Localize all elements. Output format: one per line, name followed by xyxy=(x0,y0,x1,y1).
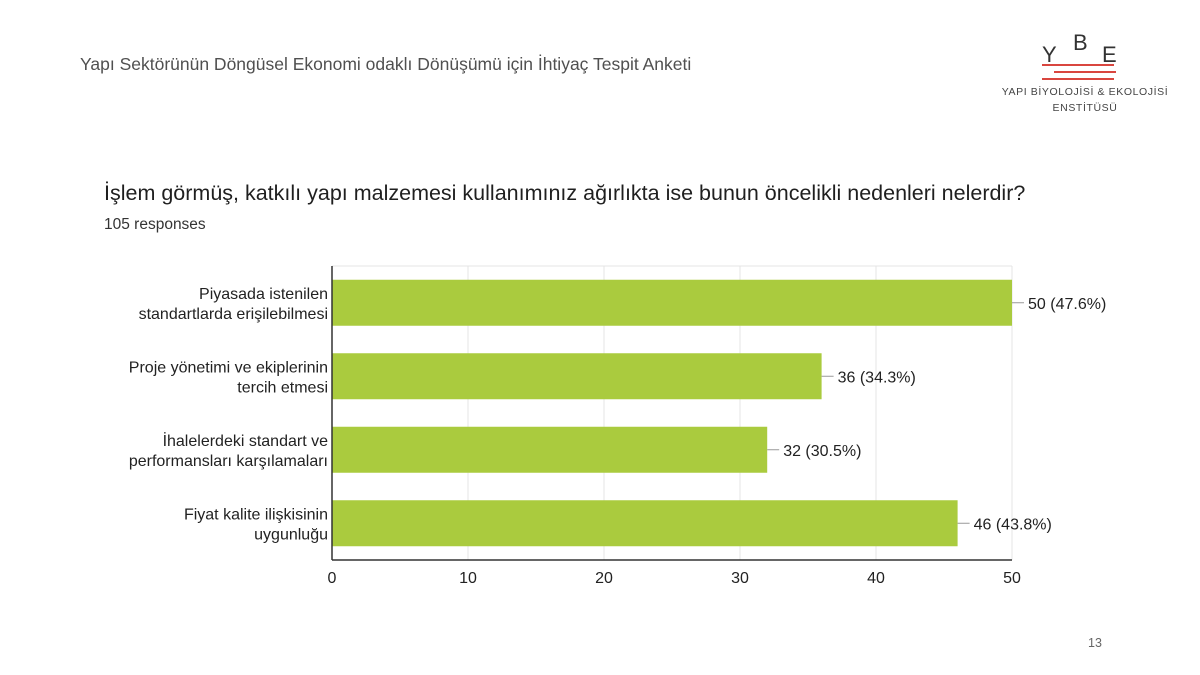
page-number: 13 xyxy=(1088,636,1102,650)
data-label-1: 36 (34.3%) xyxy=(838,369,916,386)
category-label-2-1: performansları karşılamaları xyxy=(129,453,328,470)
category-label-0-1: standartlarda erişilebilmesi xyxy=(139,306,328,323)
response-count: 105 responses xyxy=(104,216,206,233)
logo-stripe-1 xyxy=(1042,64,1114,66)
data-label-2: 32 (30.5%) xyxy=(783,443,861,460)
logo-letter-b: B xyxy=(1073,30,1088,55)
category-label-1-0: Proje yönetimi ve ekiplerinin xyxy=(129,359,328,376)
x-tick-label-3: 30 xyxy=(731,570,749,587)
data-label-0: 50 (47.6%) xyxy=(1028,296,1106,313)
category-label-2-0: İhalelerdeki standart ve xyxy=(163,431,329,450)
logo-subtitle-line2: ENSTİTÜSÜ xyxy=(1052,102,1118,114)
x-tick-label-2: 20 xyxy=(595,570,613,587)
x-tick-label-4: 40 xyxy=(867,570,885,587)
bar-2 xyxy=(332,426,768,473)
category-label-1-1: tercih etmesi xyxy=(237,379,328,396)
bar-3 xyxy=(332,500,958,547)
slide-header-title: Yapı Sektörünün Döngüsel Ekonomi odaklı … xyxy=(80,54,692,74)
category-label-3-1: uygunluğu xyxy=(254,526,328,543)
logo-stripe-2 xyxy=(1054,71,1116,73)
bar-0 xyxy=(332,279,1012,326)
ybe-logo: Y B E YAPI BİYOLOJİSİ & EKOLOJİSİ ENSTİT… xyxy=(990,30,1180,120)
logo-subtitle-line1: YAPI BİYOLOJİSİ & EKOLOJİSİ xyxy=(1001,86,1169,98)
logo-letter-e: E xyxy=(1102,42,1117,67)
data-label-3: 46 (43.8%) xyxy=(974,516,1052,533)
logo-letter-y: Y xyxy=(1042,42,1057,67)
logo-stripe-3 xyxy=(1042,78,1114,80)
x-tick-label-0: 0 xyxy=(328,570,337,587)
x-tick-label-1: 10 xyxy=(459,570,477,587)
category-label-3-0: Fiyat kalite ilişkisinin xyxy=(184,506,328,523)
bar-1 xyxy=(332,353,822,400)
x-tick-label-5: 50 xyxy=(1003,570,1021,587)
question-title: İşlem görmüş, katkılı yapı malzemesi kul… xyxy=(104,181,1026,205)
category-label-0-0: Piyasada istenilen xyxy=(199,286,328,303)
